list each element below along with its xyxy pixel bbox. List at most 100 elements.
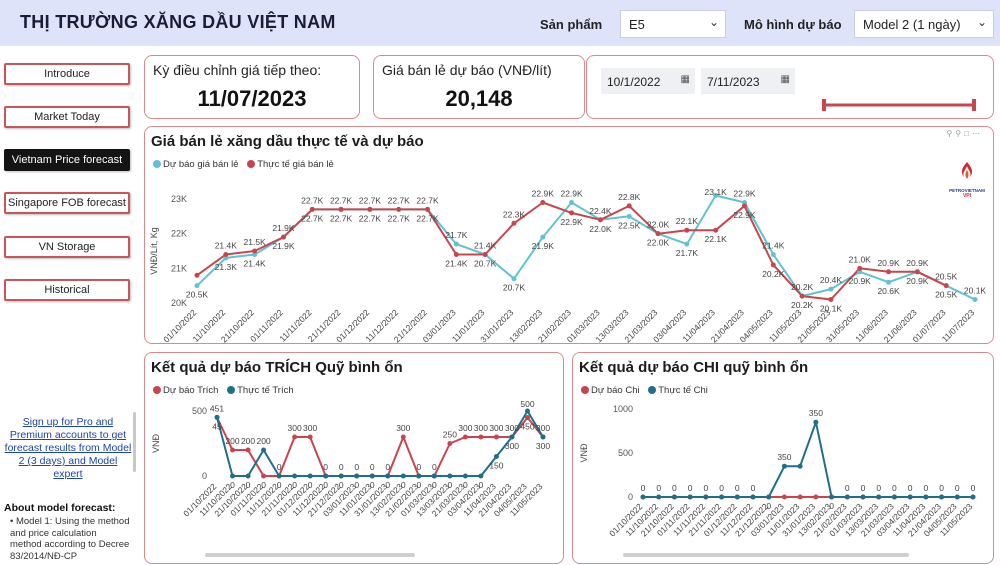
data-point <box>640 494 646 500</box>
data-label: 20.5K <box>935 272 958 282</box>
data-label: 22.9K <box>560 188 583 198</box>
y-tick-label: 0 <box>202 471 207 481</box>
data-point <box>338 473 344 479</box>
data-label: 21.4K <box>244 258 267 268</box>
data-point <box>750 494 756 500</box>
data-point <box>511 220 517 226</box>
product-dropdown[interactable]: E5 ⌄ <box>620 10 726 38</box>
slider-start-handle[interactable] <box>822 99 826 111</box>
y-tick-label: 21K <box>171 263 187 273</box>
slider-end-handle[interactable] <box>972 99 976 111</box>
data-label: 300 <box>536 423 550 433</box>
data-label: 0 <box>876 483 881 493</box>
data-label: 200 <box>256 436 270 446</box>
data-label: 20.2K <box>762 269 785 279</box>
data-point <box>307 473 313 479</box>
next-adjustment-value: 11/07/2023 <box>197 86 307 111</box>
data-point <box>876 494 882 500</box>
data-label: 21.4K <box>445 258 468 268</box>
legend-forecast: Dự báo Chi <box>591 385 640 396</box>
data-point <box>828 297 834 303</box>
data-label: 0 <box>292 480 297 490</box>
data-label: 20.5K <box>186 290 209 300</box>
nav-button-4[interactable]: VN Storage <box>4 236 130 258</box>
data-point <box>684 241 690 247</box>
model-value: Model 2 (1 ngày) <box>863 17 961 32</box>
data-point <box>261 473 267 479</box>
data-label: 21.9K <box>272 223 295 233</box>
horizontal-scrollbar[interactable] <box>623 553 909 557</box>
data-point <box>482 251 488 257</box>
data-point <box>252 248 258 254</box>
data-point <box>400 434 406 440</box>
data-label: 22.7K <box>330 213 353 223</box>
data-label: 0 <box>370 462 375 472</box>
data-label: 0 <box>416 462 421 472</box>
chart-legend: Dự báo Chi Thực tế Chi <box>581 385 714 396</box>
data-point <box>687 494 693 500</box>
visual-toolbar[interactable]: ⚲⚲□⋯ <box>946 129 983 138</box>
date-range-slider[interactable] <box>817 98 981 112</box>
vertical-scrollbar[interactable] <box>133 412 136 472</box>
data-label: 0 <box>447 480 452 490</box>
data-label: 300 <box>303 423 317 433</box>
data-label: 20.5K <box>935 290 958 300</box>
data-point <box>799 293 805 299</box>
product-label: Sản phẩm <box>540 17 603 32</box>
data-point <box>569 210 575 216</box>
data-point <box>214 414 220 420</box>
data-label: 0 <box>385 462 390 472</box>
data-label: 22.0K <box>589 224 612 234</box>
data-point <box>524 408 530 414</box>
data-point <box>478 473 484 479</box>
data-label: 0 <box>432 462 437 472</box>
data-label: 20.9K <box>906 258 929 268</box>
data-label: 22.1K <box>705 234 728 244</box>
data-point <box>857 265 863 271</box>
horizontal-scrollbar[interactable] <box>205 553 415 557</box>
data-point <box>540 434 546 440</box>
data-point <box>781 494 787 500</box>
data-label: 0 <box>339 462 344 472</box>
data-label: 0 <box>861 483 866 493</box>
data-point <box>416 473 422 479</box>
nav-button-3[interactable]: Singapore FOB forecast <box>4 192 130 214</box>
data-label: 0 <box>370 480 375 490</box>
chart-title: Kết quả dự báo TRÍCH Quỹ bình ổn <box>151 359 403 376</box>
about-title: About model forecast: <box>4 502 116 514</box>
end-date-input[interactable]: 7/11/2023 ▦ <box>701 68 795 94</box>
legend-dot-forecast <box>153 386 161 394</box>
start-date-input[interactable]: 10/1/2022 ▦ <box>601 68 695 94</box>
nav-button-5[interactable]: Historical <box>4 279 130 301</box>
model-dropdown[interactable]: Model 2 (1 ngày) ⌄ <box>854 10 994 38</box>
data-point <box>684 227 690 233</box>
data-point <box>829 494 835 500</box>
chevron-down-icon: ⌄ <box>708 15 719 29</box>
legend-actual: Thực tế Trích <box>237 385 294 396</box>
signup-link[interactable]: Sign up for Pro and Premium accounts to … <box>4 416 132 480</box>
data-point <box>741 203 747 209</box>
data-point <box>425 206 431 212</box>
data-point <box>396 206 402 212</box>
data-point <box>292 434 298 440</box>
data-label: 20.1K <box>964 286 987 296</box>
data-label: 0 <box>385 480 390 490</box>
nav-button-2[interactable]: Vietnam Price forecast <box>4 149 130 171</box>
data-point <box>276 473 282 479</box>
data-label: 0 <box>971 483 976 493</box>
data-point <box>194 283 200 289</box>
data-label: 0 <box>829 501 834 511</box>
data-label: 300 <box>505 441 519 451</box>
data-label: 300 <box>505 423 519 433</box>
nav-button-0[interactable]: Introduce <box>4 63 130 85</box>
data-label: 200 <box>241 436 255 446</box>
retail-price-line-chart: VNĐ/Lít, Kg20K21K22K23K01/10/202211/10/2… <box>149 187 987 343</box>
data-label: 22.5K <box>618 220 641 230</box>
data-point <box>923 494 929 500</box>
nav-button-1[interactable]: Market Today <box>4 106 130 128</box>
data-label: 250 <box>443 430 457 440</box>
data-label: 21.7K <box>676 248 699 258</box>
data-point <box>367 206 373 212</box>
data-point <box>844 494 850 500</box>
data-label: 20.2K <box>791 300 814 310</box>
